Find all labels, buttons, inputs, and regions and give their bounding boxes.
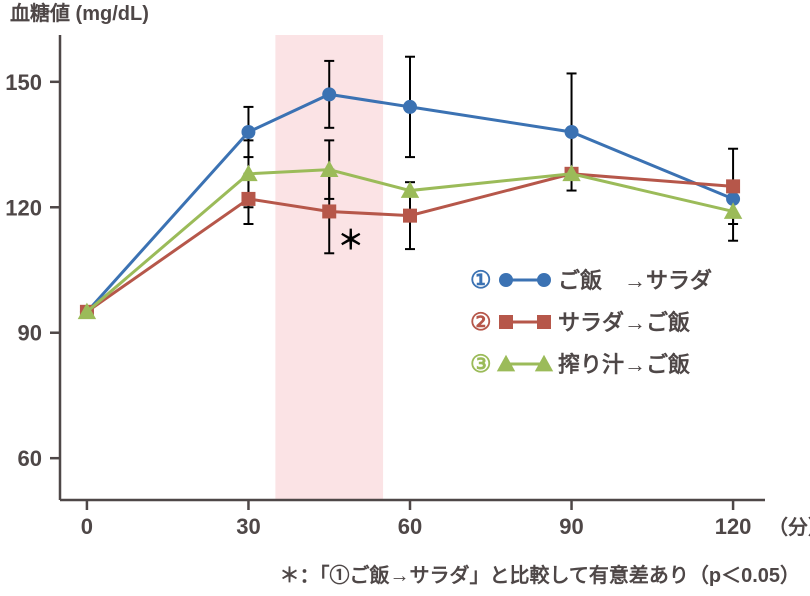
chart-bg: [0, 0, 810, 596]
legend-marker: [537, 273, 551, 287]
legend-number: ①: [470, 267, 492, 294]
legend-marker: [499, 273, 513, 287]
line-chart-svg: 60 90 120 150 0 30 60 90 120 血糖値 (mg/dL) （分） ＊ ① ご飯 →…: [0, 0, 810, 596]
y-tick-label: 90: [18, 321, 42, 346]
legend-number: ③: [470, 351, 492, 378]
x-tick-label: 120: [715, 514, 752, 539]
y-tick-label: 120: [5, 195, 42, 220]
y-tick-label: 150: [5, 70, 42, 95]
legend-marker: [499, 315, 513, 329]
series-marker-salad_first: [241, 192, 255, 206]
series-marker-salad_first: [726, 179, 740, 193]
series-marker-rice_first: [241, 125, 255, 139]
chart-container: 60 90 120 150 0 30 60 90 120 血糖値 (mg/dL) （分） ＊ ① ご飯 →…: [0, 0, 810, 596]
x-tick-label: 30: [236, 514, 260, 539]
significance-star: ＊: [338, 225, 364, 255]
series-marker-rice_first: [403, 100, 417, 114]
series-marker-salad_first: [403, 209, 417, 223]
legend-label: 搾り汁→ご飯: [558, 352, 690, 377]
legend-marker: [537, 315, 551, 329]
series-marker-rice_first: [565, 125, 579, 139]
x-tick-label: 60: [398, 514, 422, 539]
series-marker-salad_first: [322, 204, 336, 218]
footnote: ＊：「①ご飯→サラダ」と比較して有意差あり（p＜0.05）: [279, 563, 800, 587]
series-marker-rice_first: [322, 87, 336, 101]
legend-label: ご飯 →サラダ: [558, 268, 712, 293]
legend-number: ②: [470, 309, 492, 336]
x-axis-title: （分）: [768, 516, 810, 539]
legend-label: サラダ→ご飯: [558, 310, 690, 335]
x-tick-label: 90: [559, 514, 583, 539]
y-tick-label: 60: [18, 446, 42, 471]
y-axis-title: 血糖値 (mg/dL): [10, 1, 149, 25]
x-tick-label: 0: [81, 514, 93, 539]
